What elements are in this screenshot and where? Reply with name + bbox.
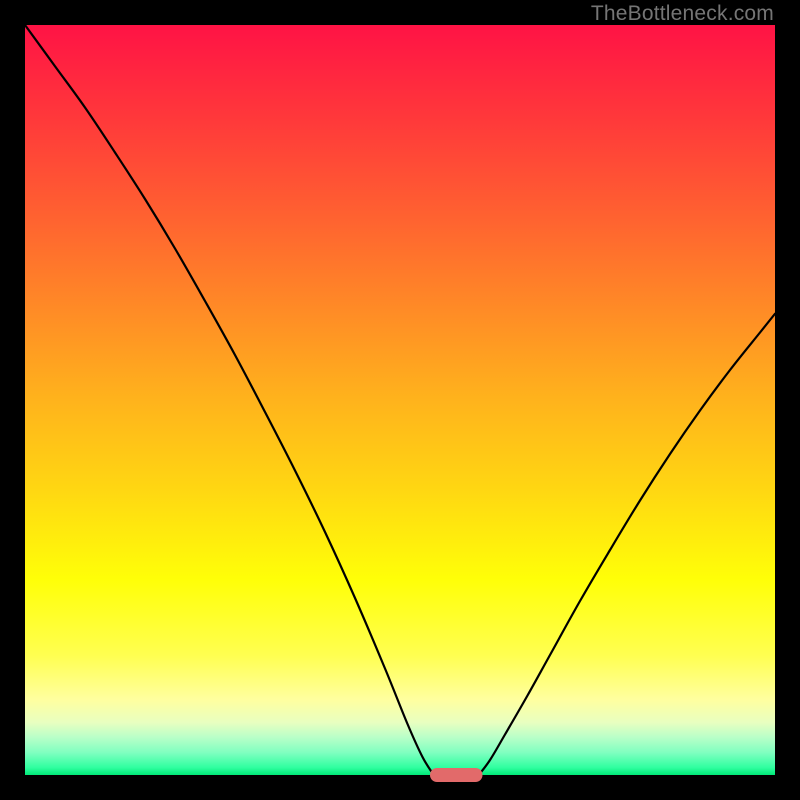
plot-area (25, 25, 775, 775)
watermark-text: TheBottleneck.com (591, 2, 774, 26)
chart-stage: TheBottleneck.com (0, 0, 800, 800)
left-curve-path (25, 25, 434, 775)
bottleneck-marker (430, 768, 483, 782)
right-curve-path (479, 314, 775, 775)
curve-layer (25, 25, 775, 775)
